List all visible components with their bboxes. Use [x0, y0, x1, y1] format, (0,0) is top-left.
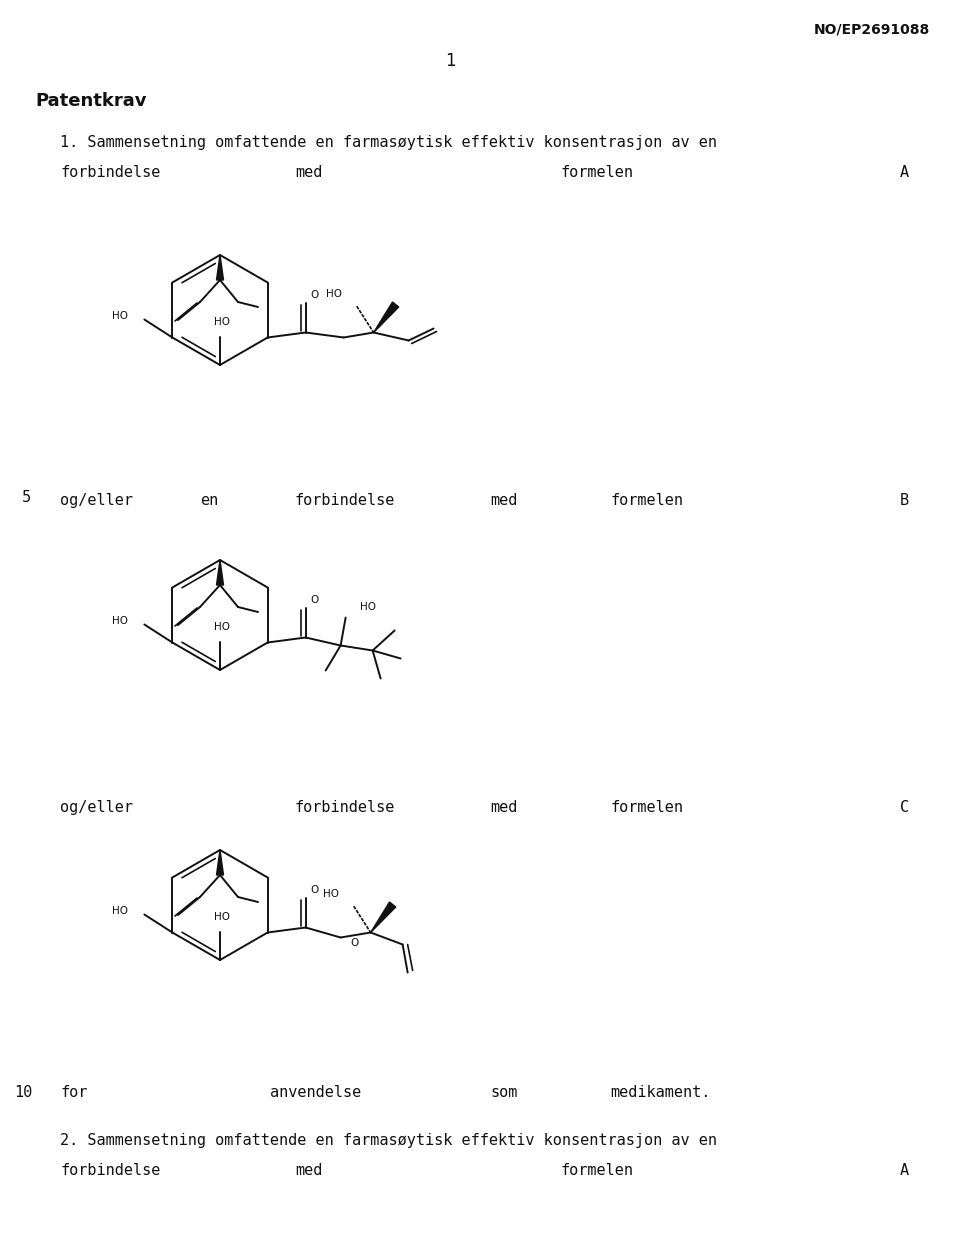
Text: C: C: [900, 800, 909, 815]
Text: 2. Sammensetning omfattende en farmasøytisk effektiv konsentrasjon av en: 2. Sammensetning omfattende en farmasøyt…: [60, 1134, 717, 1149]
Text: HO: HO: [112, 615, 129, 625]
Text: forbindelse: forbindelse: [60, 165, 160, 180]
Polygon shape: [217, 561, 224, 585]
Text: A: A: [900, 165, 909, 180]
Text: forbindelse: forbindelse: [295, 493, 396, 508]
Text: NO/EP2691088: NO/EP2691088: [814, 22, 930, 36]
Text: formelen: formelen: [560, 165, 633, 180]
Text: med: med: [295, 165, 323, 180]
Text: O: O: [311, 594, 319, 604]
Text: A: A: [900, 1163, 909, 1178]
Text: HO: HO: [325, 288, 342, 298]
Text: 1. Sammensetning omfattende en farmasøytisk effektiv konsentrasjon av en: 1. Sammensetning omfattende en farmasøyt…: [60, 135, 717, 150]
Text: B: B: [900, 493, 909, 508]
Text: 5: 5: [22, 490, 31, 505]
Text: O: O: [350, 937, 359, 947]
Text: HO: HO: [323, 889, 339, 899]
Polygon shape: [371, 902, 396, 932]
Polygon shape: [217, 255, 224, 280]
Text: 1: 1: [444, 52, 455, 70]
Text: forbindelse: forbindelse: [60, 1163, 160, 1178]
Text: HO: HO: [360, 602, 375, 612]
Text: og/eller: og/eller: [60, 800, 133, 815]
Text: forbindelse: forbindelse: [295, 800, 396, 815]
Text: anvendelse: anvendelse: [270, 1085, 361, 1100]
Text: HO: HO: [214, 317, 230, 327]
Text: en: en: [200, 493, 218, 508]
Polygon shape: [373, 302, 398, 332]
Text: HO: HO: [214, 912, 230, 922]
Text: og/eller: og/eller: [60, 493, 133, 508]
Text: formelen: formelen: [610, 493, 683, 508]
Text: med: med: [490, 493, 517, 508]
Text: HO: HO: [214, 622, 230, 631]
Text: formelen: formelen: [560, 1163, 633, 1178]
Text: O: O: [311, 290, 319, 300]
Text: O: O: [311, 885, 319, 895]
Text: HO: HO: [112, 905, 129, 916]
Text: formelen: formelen: [610, 800, 683, 815]
Text: for: for: [60, 1085, 87, 1100]
Text: med: med: [490, 800, 517, 815]
Text: som: som: [490, 1085, 517, 1100]
Text: Patentkrav: Patentkrav: [35, 92, 147, 109]
Text: medikament.: medikament.: [610, 1085, 710, 1100]
Polygon shape: [217, 850, 224, 875]
Text: med: med: [295, 1163, 323, 1178]
Text: 10: 10: [14, 1085, 33, 1100]
Text: HO: HO: [112, 311, 129, 321]
